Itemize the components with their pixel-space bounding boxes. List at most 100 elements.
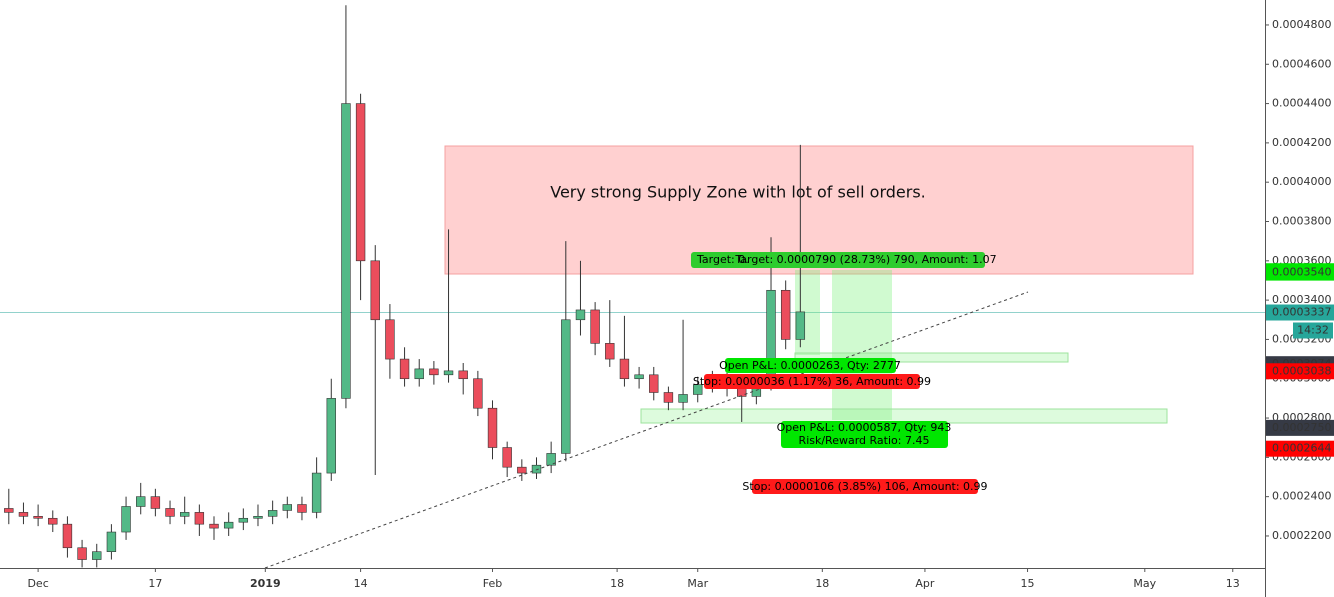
candle-body xyxy=(311,472,322,513)
candle-body xyxy=(267,510,278,517)
price-badge-label: 0.0002644 xyxy=(1272,442,1332,455)
label-box xyxy=(748,252,985,268)
candle-body xyxy=(179,512,190,517)
position-box xyxy=(794,352,1069,363)
candle-body xyxy=(165,508,175,517)
y-tick-label: 0.0003800 xyxy=(1272,215,1332,228)
candle-body xyxy=(619,358,630,380)
price-badge xyxy=(1266,419,1334,436)
candle-body xyxy=(136,496,146,507)
label-box xyxy=(781,421,948,448)
candle-body xyxy=(282,504,292,511)
candle-body xyxy=(517,466,527,474)
candle-body xyxy=(385,319,395,360)
x-tick-label: 18 xyxy=(815,577,829,590)
candle-body xyxy=(443,370,454,376)
candle-body xyxy=(297,504,307,513)
candle-body xyxy=(780,289,791,340)
price-badge xyxy=(1266,440,1334,457)
countdown-label: 14:32 xyxy=(1297,323,1329,336)
candle-body xyxy=(502,447,512,468)
candle-body xyxy=(561,319,571,454)
candle-body xyxy=(18,512,29,517)
candle-body xyxy=(326,398,336,474)
y-tick-label: 0.0003400 xyxy=(1272,293,1332,306)
countdown-badge xyxy=(1293,322,1333,339)
candle-body xyxy=(223,521,234,529)
target-label: Target: 0.0000790 (28.73%) 790, Amount: … xyxy=(734,253,996,266)
y-tick-label: 0.0004400 xyxy=(1272,97,1332,110)
candle-body xyxy=(62,523,73,549)
candle-body xyxy=(150,496,161,509)
y-tick-label: 0.0004000 xyxy=(1272,175,1332,188)
supply-zone-text: Very strong Supply Zone with lot of sell… xyxy=(550,183,926,202)
x-tick-label: Apr xyxy=(915,577,935,590)
candle-body xyxy=(531,464,542,474)
candle-body xyxy=(575,309,586,321)
pnl-label: Open P&L: 0.0000263, Qty: 2777 xyxy=(719,359,901,372)
candle-body xyxy=(106,531,117,552)
label-box xyxy=(704,374,920,389)
candle-body xyxy=(399,358,410,380)
label-box xyxy=(691,252,761,268)
candle-body xyxy=(4,508,14,513)
x-tick-label: 2019 xyxy=(250,577,281,590)
y-tick-label: 0.0004800 xyxy=(1272,18,1332,31)
candle-body xyxy=(458,370,468,380)
stop-label: Stop: 0.0000036 (1.17%) 36, Amount: 0.99 xyxy=(693,375,931,388)
candle-body xyxy=(238,517,249,523)
candle-body xyxy=(737,388,747,397)
x-tick-label: Feb xyxy=(483,577,502,590)
candle-body xyxy=(590,309,600,344)
target-label: Target: 0.0 xyxy=(696,253,756,266)
candle-body xyxy=(33,516,43,519)
price-badge xyxy=(1266,363,1334,380)
candle-body xyxy=(473,378,483,409)
candle-body xyxy=(487,407,498,448)
candle-body xyxy=(355,103,366,262)
price-badge-label: 0.0003540 xyxy=(1272,266,1332,279)
candle-body xyxy=(546,453,556,466)
candle-body xyxy=(92,551,102,560)
candle-body xyxy=(414,368,424,380)
price-badge-label: 0.0003337 xyxy=(1272,305,1332,318)
price-badge xyxy=(1266,304,1334,321)
candle-body xyxy=(649,374,659,393)
candle-body xyxy=(341,103,351,399)
price-badge xyxy=(1266,264,1334,281)
label-box xyxy=(725,358,896,373)
label-box xyxy=(752,479,978,494)
x-tick-label: Dec xyxy=(27,577,48,590)
candle-body xyxy=(121,506,131,533)
supply-zone xyxy=(444,145,1194,275)
candle-body xyxy=(209,523,219,529)
candle-body xyxy=(678,394,688,403)
candles xyxy=(4,5,806,568)
price-badge-label: 0.0003038 xyxy=(1272,364,1332,377)
x-tick-label: May xyxy=(1133,577,1156,590)
candle-body xyxy=(370,260,380,321)
y-tick-label: 0.0002200 xyxy=(1272,529,1332,542)
x-tick-label: 13 xyxy=(1226,577,1240,590)
pnl-label: Open P&L: 0.0000587, Qty: 943 xyxy=(777,421,952,434)
candle-body xyxy=(429,368,439,376)
y-tick-label: 0.0004600 xyxy=(1272,57,1332,70)
candle-body xyxy=(663,392,674,403)
candle-body xyxy=(194,512,205,525)
y-tick-label: 0.0004200 xyxy=(1272,136,1332,149)
axes: 0.00022000.00024000.00026000.00028000.00… xyxy=(27,18,1334,590)
candle-body xyxy=(693,384,703,395)
candle-body xyxy=(795,311,806,340)
candle-body xyxy=(605,343,615,360)
risk-reward-label: Risk/Reward Ratio: 7.45 xyxy=(799,434,930,447)
x-tick-label: 14 xyxy=(354,577,368,590)
x-tick-label: Mar xyxy=(687,577,708,590)
target-zone xyxy=(832,270,892,420)
stop-label: Stop: 0.0000106 (3.85%) 106, Amount: 0.9… xyxy=(742,480,987,493)
x-tick-label: 15 xyxy=(1021,577,1035,590)
candle-body xyxy=(48,517,58,525)
x-tick-label: 17 xyxy=(148,577,162,590)
